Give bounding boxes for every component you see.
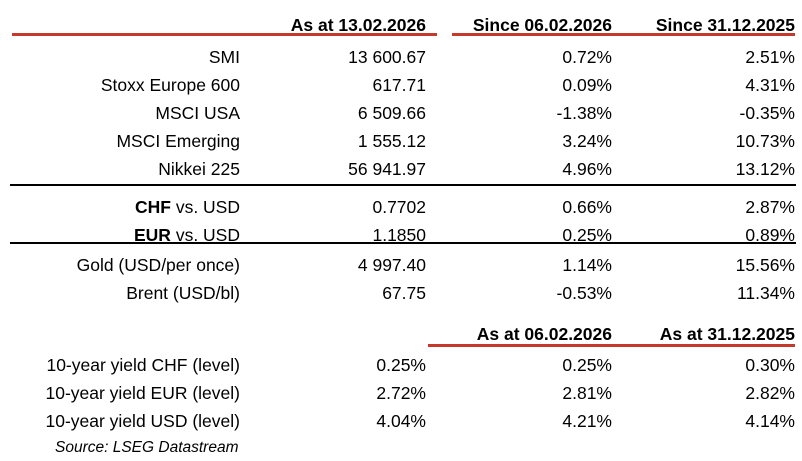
- value-cell: 0.7702: [372, 196, 426, 217]
- row-label: 10-year yield CHF (level): [46, 354, 240, 375]
- row-label-text: vs. USD: [170, 224, 240, 245]
- header-blank: [14, 0, 240, 43]
- value-cell: 2.51%: [745, 46, 795, 67]
- table-row: 10-year yield USD (level) 4.04% 4.21% 4.…: [14, 407, 795, 435]
- table-row: Brent (USD/bl) 67.75 -0.53% 11.34%: [14, 279, 795, 307]
- row-label: SMI: [14, 43, 240, 71]
- value-cell: 4.96%: [562, 158, 612, 179]
- value-cell: 13 600.67: [348, 46, 426, 67]
- row-label: MSCI Emerging: [14, 127, 240, 155]
- row-label: Gold (USD/per once): [14, 251, 240, 279]
- row-label: Nikkei 225: [14, 155, 240, 183]
- value-cell: 13.12%: [735, 158, 795, 179]
- table-row: MSCI USA 6 509.66 -1.38% -0.35%: [14, 99, 795, 127]
- value-cell: 617.71: [372, 74, 426, 95]
- value-cell: 2.81%: [562, 382, 612, 403]
- value-cell: 0.25%: [376, 354, 426, 375]
- row-label-bold: EUR: [134, 224, 171, 245]
- header-as-at-13-02-2026: As at 13.02.2026: [290, 15, 426, 35]
- value-cell: 4 997.40: [357, 254, 426, 275]
- section-divider-indices-fx: [10, 184, 796, 186]
- table-row: SMI 13 600.67 0.72% 2.51%: [14, 43, 795, 71]
- value-cell: 15.56%: [735, 254, 795, 275]
- value-cell: 4.21%: [562, 410, 612, 431]
- row-label-text: Stoxx Europe 600: [100, 74, 240, 95]
- row-label: Stoxx Europe 600: [14, 71, 240, 99]
- row-label: 10-year yield USD (level): [45, 410, 240, 431]
- header-rule-red-left: [12, 33, 437, 36]
- value-cell: 1.14%: [562, 254, 612, 275]
- header-rule-red-right: [452, 33, 795, 36]
- section-divider-fx-commodities: [10, 242, 796, 244]
- row-label-text: Gold (USD/per once): [76, 254, 240, 275]
- yields-header-rule-red: [428, 344, 795, 347]
- yields-table: As at 06.02.2026 As at 31.12.2025 10-yea…: [14, 300, 795, 435]
- value-cell: 56 941.97: [348, 158, 426, 179]
- table-row: Nikkei 225 56 941.97 4.96% 13.12%: [14, 155, 795, 183]
- value-cell: 2.87%: [745, 196, 795, 217]
- value-cell: 1 555.12: [357, 130, 426, 151]
- table-row: 10-year yield CHF (level) 0.25% 0.25% 0.…: [14, 351, 795, 379]
- row-label: 10-year yield EUR (level): [45, 382, 240, 403]
- value-cell: 0.25%: [562, 224, 612, 245]
- value-cell: -0.35%: [739, 102, 795, 123]
- value-cell: 1.1850: [372, 224, 426, 245]
- row-label-text: Nikkei 225: [158, 158, 240, 179]
- value-cell: 11.34%: [736, 282, 795, 303]
- value-cell: 4.04%: [376, 410, 426, 431]
- source-note: Source: LSEG Datastream: [55, 439, 239, 456]
- header-as-at-31-12-2025: As at 31.12.2025: [659, 324, 795, 344]
- row-label-text: MSCI USA: [155, 102, 240, 123]
- value-cell: 0.09%: [562, 74, 612, 95]
- row-label: EUR vs. USD: [14, 221, 240, 249]
- header-since-06-02-2026: Since 06.02.2026: [472, 15, 612, 35]
- header-blank: [14, 300, 240, 351]
- table-row: Stoxx Europe 600 617.71 0.09% 4.31%: [14, 71, 795, 99]
- value-cell: -1.38%: [556, 102, 612, 123]
- value-cell: 0.25%: [562, 354, 612, 375]
- table-row: MSCI Emerging 1 555.12 3.24% 10.73%: [14, 127, 795, 155]
- table-row: EUR vs. USD 1.1850 0.25% 0.89%: [14, 221, 795, 249]
- value-cell: 0.30%: [745, 354, 795, 375]
- value-cell: 10.73%: [735, 130, 795, 151]
- row-label-text: Brent (USD/bl): [126, 282, 240, 303]
- value-cell: 0.66%: [562, 196, 612, 217]
- header-as-at-06-02-2026: As at 06.02.2026: [476, 324, 612, 344]
- row-label: MSCI USA: [14, 99, 240, 127]
- yields-header-row: As at 06.02.2026 As at 31.12.2025: [14, 300, 795, 351]
- value-cell: 67.75: [382, 282, 426, 303]
- value-cell: 6 509.66: [357, 102, 426, 123]
- value-cell: 0.72%: [562, 46, 612, 67]
- value-cell: 3.24%: [562, 130, 612, 151]
- value-cell: 4.14%: [745, 410, 795, 431]
- value-cell: -0.53%: [556, 282, 612, 303]
- table-row: 10-year yield EUR (level) 2.72% 2.81% 2.…: [14, 379, 795, 407]
- markets-header-row: As at 13.02.2026 Since 06.02.2026 Since …: [14, 0, 795, 43]
- markets-table: As at 13.02.2026 Since 06.02.2026 Since …: [14, 0, 795, 307]
- table-row: CHF vs. USD 0.7702 0.66% 2.87%: [14, 193, 795, 221]
- value-cell: 0.89%: [745, 224, 795, 245]
- table-row: Gold (USD/per once) 4 997.40 1.14% 15.56…: [14, 251, 795, 279]
- row-label-text: SMI: [208, 46, 240, 67]
- row-label: CHF vs. USD: [14, 193, 240, 221]
- value-cell: 4.31%: [745, 74, 795, 95]
- row-label: Brent (USD/bl): [14, 279, 240, 307]
- header-since-31-12-2025: Since 31.12.2025: [655, 15, 795, 35]
- header-blank: [240, 300, 426, 351]
- value-cell: 2.82%: [745, 382, 795, 403]
- row-label-text: MSCI Emerging: [116, 130, 240, 151]
- row-label-text: vs. USD: [170, 196, 240, 217]
- value-cell: 2.72%: [376, 382, 426, 403]
- row-label-bold: CHF: [134, 196, 171, 217]
